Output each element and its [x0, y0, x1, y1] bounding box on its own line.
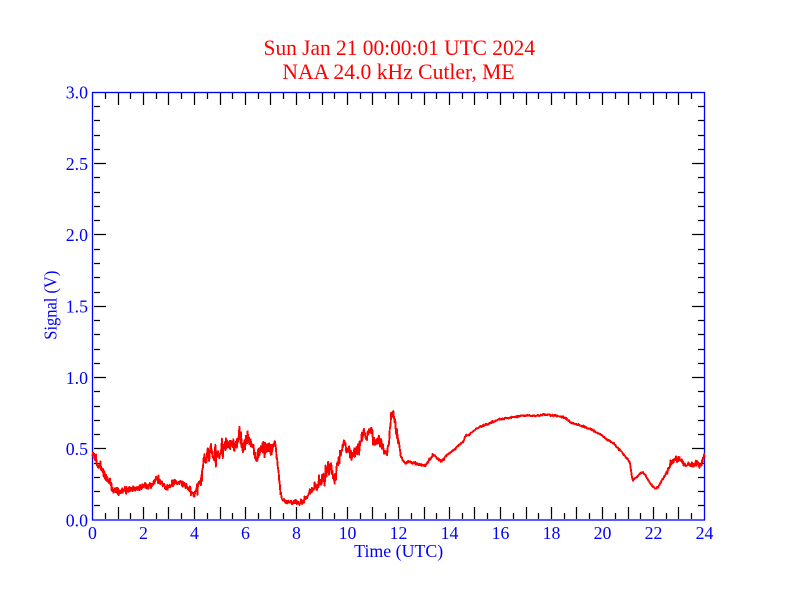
svg-text:4: 4 — [190, 523, 199, 543]
svg-text:6: 6 — [241, 523, 250, 543]
svg-text:24: 24 — [696, 523, 714, 543]
svg-text:1.0: 1.0 — [66, 368, 88, 388]
svg-text:2: 2 — [139, 523, 148, 543]
svg-text:Sun Jan 21 00:00:01 UTC 2024: Sun Jan 21 00:00:01 UTC 2024 — [264, 35, 536, 60]
svg-text:14: 14 — [441, 523, 459, 543]
svg-text:2.5: 2.5 — [66, 154, 88, 174]
svg-text:2.0: 2.0 — [66, 225, 88, 245]
svg-text:20: 20 — [594, 523, 612, 543]
svg-text:18: 18 — [543, 523, 561, 543]
svg-text:Time (UTC): Time (UTC) — [354, 541, 443, 562]
svg-text:12: 12 — [390, 523, 408, 543]
svg-text:0.5: 0.5 — [66, 439, 88, 459]
svg-text:22: 22 — [645, 523, 663, 543]
svg-text:0.0: 0.0 — [66, 510, 88, 530]
svg-text:8: 8 — [292, 523, 301, 543]
svg-text:Signal (V): Signal (V) — [41, 271, 62, 340]
svg-text:NAA 24.0 kHz Cutler, ME: NAA 24.0 kHz Cutler, ME — [282, 59, 514, 84]
svg-text:10: 10 — [339, 523, 357, 543]
svg-text:16: 16 — [492, 523, 510, 543]
svg-text:1.5: 1.5 — [66, 297, 88, 317]
svg-text:0: 0 — [88, 523, 97, 543]
svg-text:3.0: 3.0 — [66, 83, 88, 103]
